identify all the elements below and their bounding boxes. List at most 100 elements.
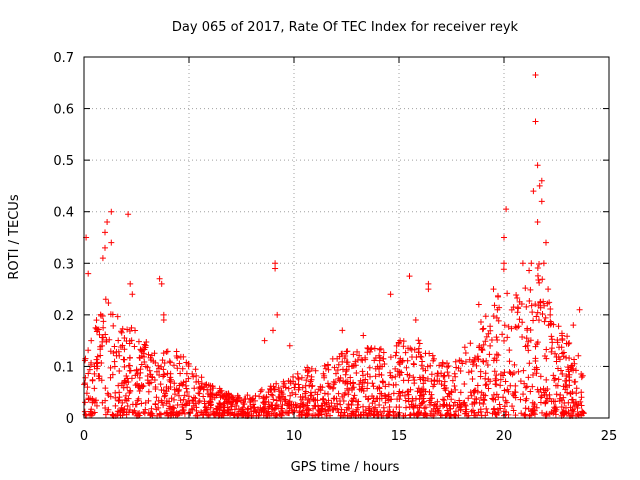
data-point	[131, 343, 138, 350]
data-point	[534, 264, 541, 271]
data-point	[354, 348, 361, 355]
data-point	[332, 379, 339, 386]
data-point	[173, 353, 180, 360]
data-point	[107, 311, 114, 318]
data-point	[163, 384, 170, 391]
data-point	[522, 384, 529, 391]
data-point	[366, 364, 373, 371]
data-point	[532, 72, 539, 79]
data-point	[532, 343, 539, 350]
data-point	[395, 390, 402, 397]
data-point	[551, 377, 558, 384]
data-point	[501, 387, 508, 394]
data-point	[501, 234, 507, 241]
data-point	[561, 399, 568, 406]
data-point	[539, 276, 546, 283]
data-point	[371, 408, 378, 415]
data-point	[356, 381, 363, 388]
data-point	[480, 400, 487, 407]
data-point	[434, 398, 441, 405]
data-point	[93, 325, 100, 332]
data-point	[294, 370, 301, 377]
data-point	[217, 389, 224, 396]
data-point	[140, 383, 147, 390]
data-point	[186, 400, 193, 407]
data-point	[355, 412, 362, 419]
data-point	[520, 367, 527, 374]
data-point	[418, 353, 425, 360]
data-point	[547, 318, 554, 325]
data-point	[358, 356, 365, 363]
data-point	[471, 399, 478, 406]
data-point	[96, 331, 103, 338]
data-point	[483, 405, 490, 412]
data-point	[347, 374, 354, 381]
data-point	[164, 370, 171, 377]
data-point	[508, 306, 515, 313]
data-point	[138, 352, 145, 359]
data-point	[376, 371, 383, 378]
data-point	[325, 391, 332, 398]
data-point	[145, 388, 152, 395]
data-point	[167, 374, 174, 381]
data-point	[128, 324, 135, 331]
data-point	[350, 379, 357, 386]
data-point	[512, 394, 519, 401]
data-point	[370, 411, 377, 418]
data-point	[457, 368, 464, 375]
data-point	[480, 325, 487, 332]
data-point	[205, 400, 212, 407]
data-point	[428, 407, 435, 414]
data-point	[482, 412, 489, 419]
data-point	[176, 382, 183, 389]
data-point	[193, 379, 200, 386]
data-point	[147, 354, 154, 361]
data-point	[566, 355, 573, 362]
data-point	[337, 401, 344, 408]
data-point	[285, 410, 292, 417]
data-point	[495, 293, 502, 300]
data-point	[160, 371, 167, 378]
data-point	[137, 366, 144, 373]
data-point	[515, 368, 522, 375]
data-point	[197, 384, 204, 391]
data-point	[251, 404, 258, 411]
data-point	[118, 329, 125, 336]
data-point	[304, 411, 311, 418]
data-point	[84, 384, 91, 391]
data-point	[360, 388, 367, 395]
data-point	[349, 410, 356, 417]
data-point	[302, 390, 309, 397]
data-point	[126, 337, 133, 344]
data-point	[402, 349, 409, 356]
axis-ticks: 0 5 10 15 20 25 0 0.1 0.2 0.3 0.4 0.5 0.6 0.7	[53, 51, 617, 444]
data-point	[531, 403, 538, 410]
data-point	[135, 412, 142, 419]
data-point	[360, 372, 367, 379]
data-point	[411, 377, 418, 384]
data-point	[257, 388, 264, 395]
data-point	[94, 353, 101, 360]
data-point	[125, 211, 132, 218]
data-point	[168, 409, 175, 416]
data-point	[564, 333, 571, 340]
data-point	[239, 404, 246, 411]
data-point	[492, 375, 499, 382]
data-point	[238, 411, 245, 418]
data-point	[205, 382, 212, 389]
data-point	[548, 333, 555, 340]
data-point	[116, 397, 123, 404]
data-point	[127, 280, 134, 287]
data-point	[379, 363, 386, 370]
data-point	[534, 309, 541, 316]
data-point	[471, 387, 478, 394]
data-point	[184, 388, 191, 395]
data-point	[497, 382, 504, 389]
data-point	[402, 412, 409, 419]
data-point	[124, 326, 131, 333]
data-point	[137, 385, 144, 392]
data-point	[325, 383, 332, 390]
data-point	[467, 389, 474, 396]
data-point	[538, 198, 545, 205]
data-point	[370, 383, 377, 390]
